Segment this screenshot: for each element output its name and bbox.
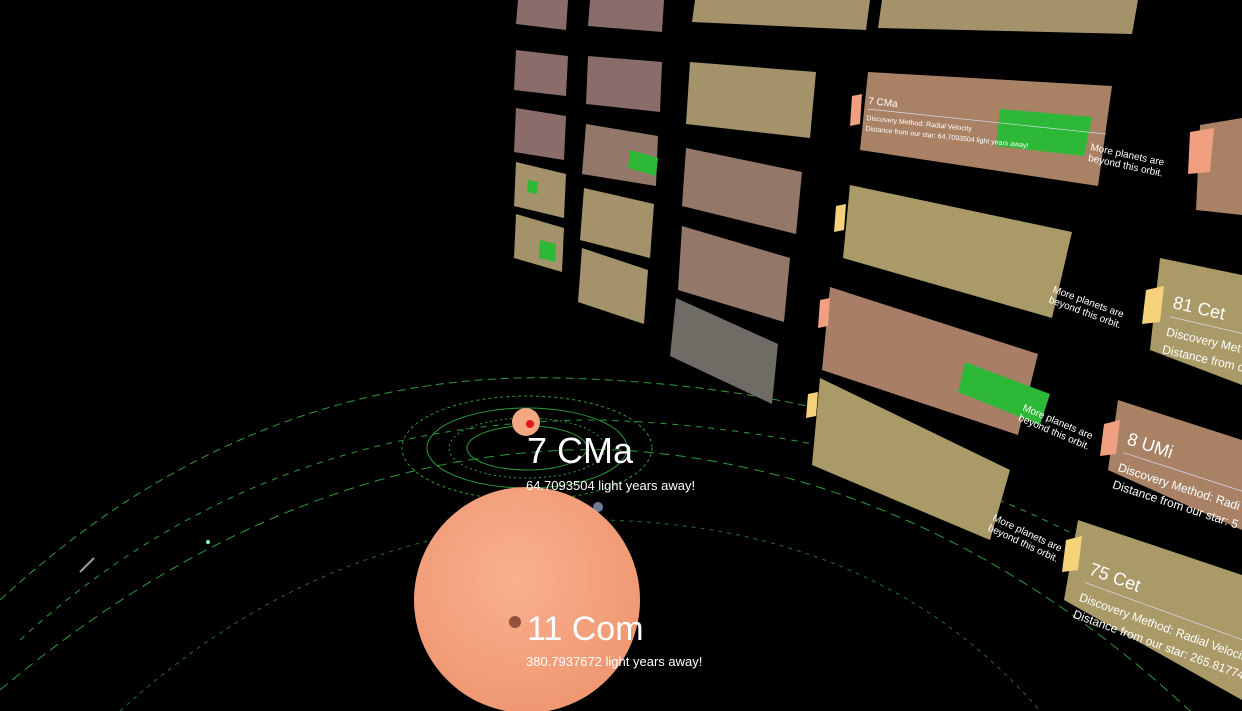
star: [512, 408, 540, 436]
panel-tab: [1188, 128, 1214, 174]
panel-tab: [834, 204, 846, 232]
panel-rule: [867, 108, 1107, 135]
panel: [1064, 520, 1242, 700]
star-name: 7 CMa: [527, 430, 634, 471]
star-marker: [526, 420, 534, 428]
sunspot: [509, 616, 521, 628]
panel-tab: [818, 298, 830, 328]
panel-tab: [806, 392, 818, 418]
panel-highlight: [958, 362, 1050, 425]
panel-title: 7 CMa: [868, 96, 899, 110]
panel: [812, 378, 1010, 540]
panel-tab: [1142, 286, 1164, 324]
background-panels: [514, 0, 1138, 404]
panel-highlight: [996, 109, 1092, 156]
panel-rule: [1169, 316, 1242, 372]
panel-rule: [1123, 452, 1242, 528]
panel: [1108, 400, 1242, 530]
panel-tab: [1100, 420, 1120, 456]
star-distance: 64.7093504 light years away!: [526, 478, 695, 493]
star-name: 11 Com: [527, 610, 644, 648]
orbit-planet: [79, 557, 95, 573]
panels: [806, 72, 1242, 700]
panel: [843, 185, 1072, 318]
panel-tab: [1062, 536, 1082, 572]
star: [414, 487, 640, 711]
orbit-planet: [593, 502, 603, 512]
panel-tab: [850, 94, 862, 126]
star-distance: 380.7937672 light years away!: [526, 654, 702, 669]
panel: [1150, 258, 1242, 385]
panel-rule: [1084, 582, 1242, 665]
panel: [860, 72, 1112, 186]
orbit-planet: [206, 540, 210, 544]
